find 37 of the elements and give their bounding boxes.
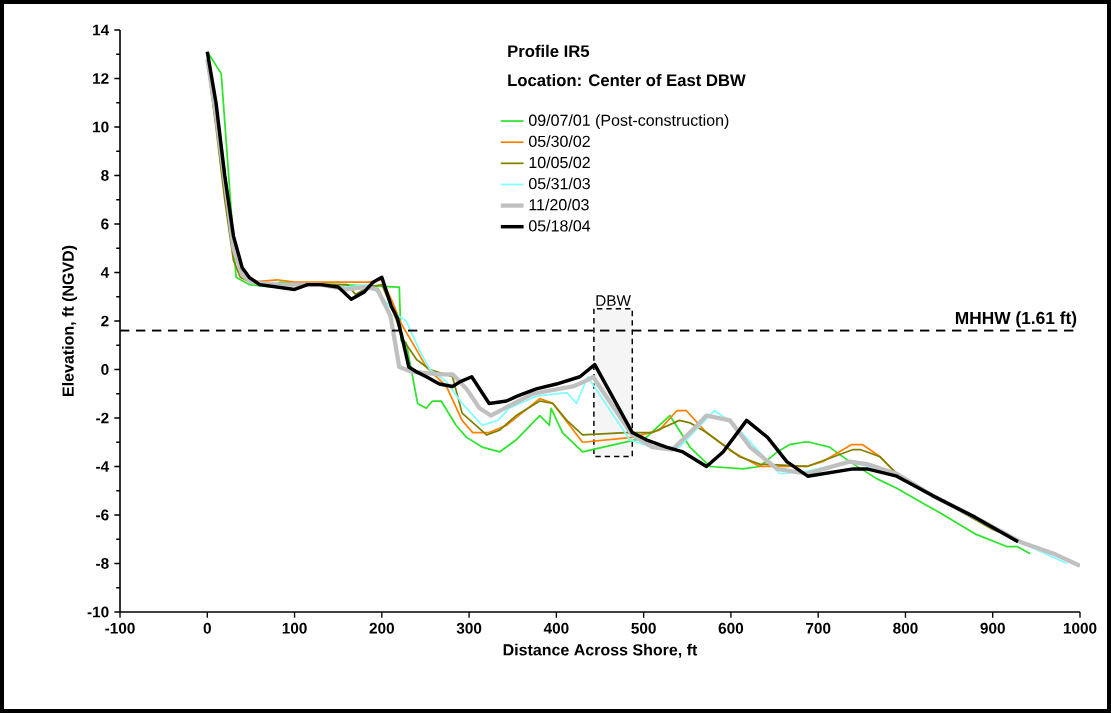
y-tick-label: -10 (87, 606, 109, 618)
x-tick-label: -100 (105, 622, 135, 634)
legend-label: 11/20/03 (529, 198, 589, 211)
text: Location: Center of East DBW (508, 73, 746, 87)
y-tick-label: -4 (96, 461, 110, 472)
x-tick-label: 900 (980, 622, 1005, 634)
x-tick-label: 100 (282, 622, 307, 634)
legend-label: 09/07/01 (Post-construction) (528, 114, 729, 130)
legend-label: 05/31/03 (528, 177, 590, 190)
x-tick-label: 200 (369, 622, 394, 634)
x-tick-label: 700 (806, 622, 831, 634)
y-tick-label: 0 (101, 364, 109, 375)
x-tick-label: 300 (456, 622, 482, 634)
x-tick-label: 400 (543, 622, 569, 634)
y-tick-label: 14 (93, 24, 110, 36)
x-tick-label: 800 (893, 622, 918, 634)
x-axis-title: Distance Across Shore, ft (503, 643, 698, 658)
y-tick-label: -2 (96, 412, 109, 424)
legend-label: 10/05/02 (529, 156, 590, 169)
ref-line-label: MHHW (1.61 ft) (955, 311, 1077, 328)
text: Profile IR5 (508, 44, 590, 58)
band-label: DBW (596, 295, 631, 306)
legend-label: 05/18/04 (528, 219, 591, 232)
y-tick-label: 6 (101, 218, 109, 230)
legend-label: 05/30/02 (528, 135, 590, 148)
x-tick-label: 0 (203, 622, 211, 634)
x-tick-label: 500 (631, 622, 656, 634)
y-axis-title: Elevation, ft (NGVD) (62, 245, 77, 396)
y-tick-label: 2 (101, 315, 109, 327)
y-tick-label: -8 (96, 558, 109, 569)
y-tick-label: 4 (100, 267, 110, 278)
y-tick-label: 12 (93, 73, 109, 84)
x-tick-label: 1000 (1063, 622, 1097, 634)
y-tick-label: -6 (96, 509, 109, 521)
x-tick-label: 600 (718, 622, 744, 634)
y-tick-label: 8 (101, 170, 109, 181)
y-tick-label: 10 (93, 121, 109, 133)
